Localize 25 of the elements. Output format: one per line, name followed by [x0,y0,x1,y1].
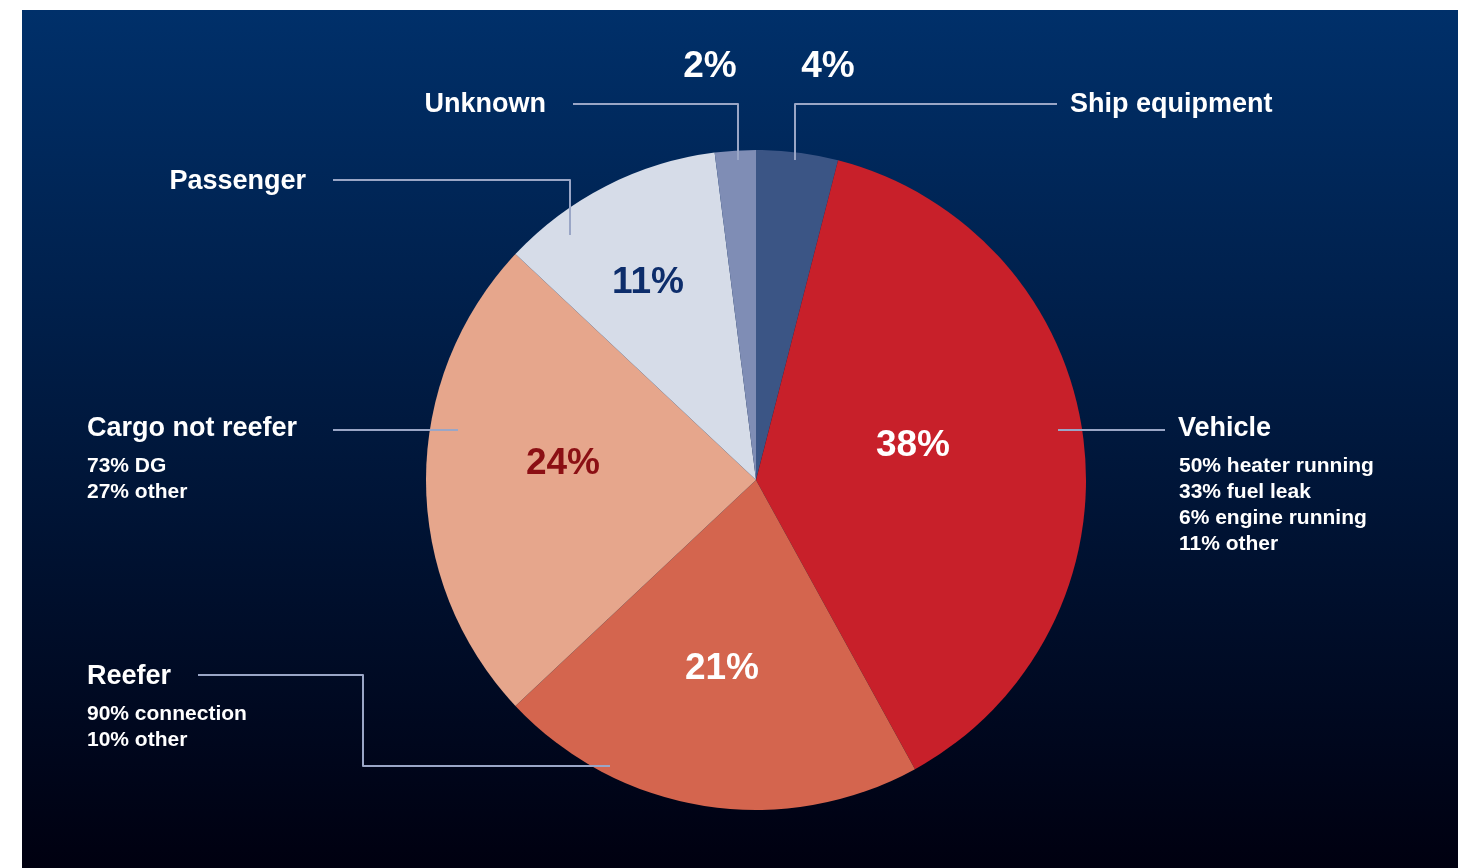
text: 11% other [1179,531,1279,554]
pie-slice [756,160,1086,770]
text: 90% connection [87,701,247,724]
pie-slice [515,152,756,480]
slice-label: Cargo not reefer [87,412,298,442]
slice-label: Ship equipment [1070,88,1273,118]
slice-label: Vehicle [1178,412,1272,442]
data-label: 21% [684,646,760,687]
slice-label: Passenger [169,165,307,195]
slice-label: Unknown [424,88,546,118]
text: 6% engine running [1179,505,1367,528]
pie-slice [756,150,839,480]
data-label: 11% [611,260,685,301]
text: 10% other [87,727,188,750]
text: 73% DG [87,453,167,476]
pie-slice [515,480,915,810]
data-label: 24% [525,441,601,482]
text: 50% heater running [1179,453,1374,476]
pie-slice [426,254,756,706]
text: 33% fuel leak [1179,479,1312,502]
data-label: 38% [875,423,951,464]
data-label: 4% [801,44,855,85]
slice-label: Reefer [87,660,172,690]
data-label: 2% [683,44,737,85]
text: 27% other [87,479,188,502]
